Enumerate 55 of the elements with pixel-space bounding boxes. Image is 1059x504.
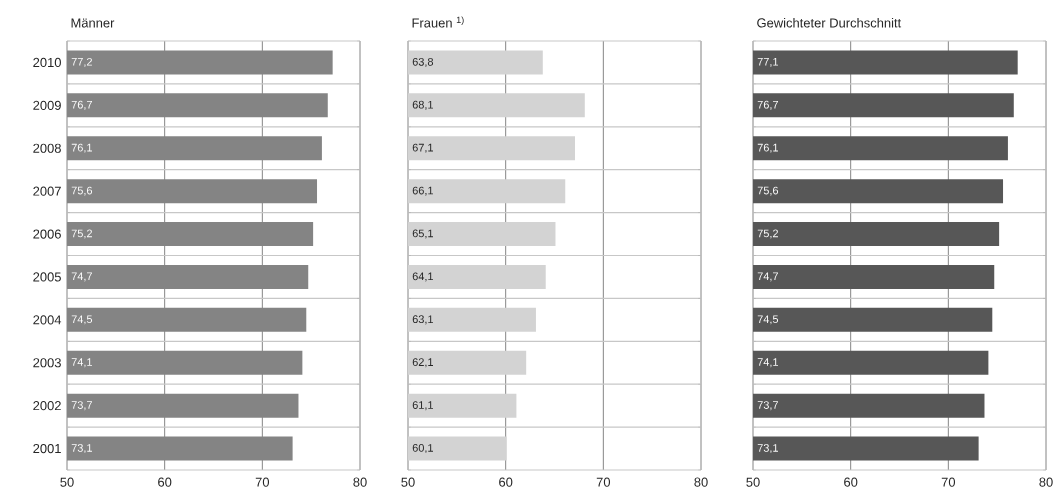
data-label: 60,1 xyxy=(412,444,433,454)
data-label: 75,6 xyxy=(71,186,93,196)
data-label: 76,1 xyxy=(757,143,778,153)
y-tick-label: 2010 xyxy=(33,57,61,68)
data-label: 74,1 xyxy=(757,358,778,368)
data-label: 74,5 xyxy=(757,315,779,325)
x-tick-label: 60 xyxy=(499,477,513,487)
x-tick-label: 70 xyxy=(255,477,270,487)
chart-title: Frauen $^{1)}$ xyxy=(412,16,464,28)
chart-title: Gewichteter Durchschnitt xyxy=(757,17,902,28)
y-tick-label: 2007 xyxy=(33,186,61,196)
y-tick-label: 2002 xyxy=(33,401,61,411)
x-tick-label: 80 xyxy=(694,477,708,487)
x-tick-label: 50 xyxy=(746,477,760,487)
x-tick-label: 70 xyxy=(596,477,611,487)
data-label: 64,1 xyxy=(412,272,433,282)
data-label: 74,5 xyxy=(71,315,93,325)
data-label: 76,1 xyxy=(71,143,92,153)
data-label: 68,1 xyxy=(412,100,433,110)
data-label: 75,2 xyxy=(71,229,92,239)
data-label: 73,1 xyxy=(71,444,92,454)
y-tick-label: 2006 xyxy=(33,229,61,239)
data-label: 73,7 xyxy=(71,401,92,411)
data-label: 74,7 xyxy=(71,272,92,282)
y-tick-label: 2001 xyxy=(33,443,61,454)
data-label: 63,1 xyxy=(412,315,433,325)
data-label: 62,1 xyxy=(412,358,433,368)
data-label: 61,1 xyxy=(412,401,433,411)
x-tick-label: 80 xyxy=(353,477,367,487)
y-tick-label: 2003 xyxy=(33,358,61,368)
x-tick-label: 60 xyxy=(158,477,172,487)
x-tick-label: 50 xyxy=(401,477,415,487)
data-label: 65,1 xyxy=(412,229,433,239)
data-label: 77,1 xyxy=(757,57,778,67)
data-label: 74,7 xyxy=(757,272,778,282)
y-tick-label: 2005 xyxy=(33,272,61,282)
x-tick-label: 50 xyxy=(60,477,74,487)
data-label: 66,1 xyxy=(412,186,433,196)
data-label: 77,2 xyxy=(71,57,92,67)
x-tick-label: 70 xyxy=(941,477,956,487)
data-label: 75,2 xyxy=(757,229,778,239)
x-tick-label: 80 xyxy=(1039,477,1053,487)
data-label: 75,6 xyxy=(757,186,779,196)
data-label: 76,7 xyxy=(71,100,92,110)
data-label: 73,7 xyxy=(757,401,778,411)
data-label: 76,7 xyxy=(757,100,778,110)
data-label: 73,1 xyxy=(757,444,778,454)
chart-title: Männer xyxy=(71,18,115,28)
y-tick-label: 2008 xyxy=(33,143,61,153)
data-label: 74,1 xyxy=(71,358,92,368)
y-tick-label: 2004 xyxy=(33,315,62,325)
data-label: 63,8 xyxy=(412,57,434,67)
x-tick-label: 60 xyxy=(844,477,858,487)
data-label: 67,1 xyxy=(412,143,433,153)
y-tick-label: 2009 xyxy=(33,100,61,110)
